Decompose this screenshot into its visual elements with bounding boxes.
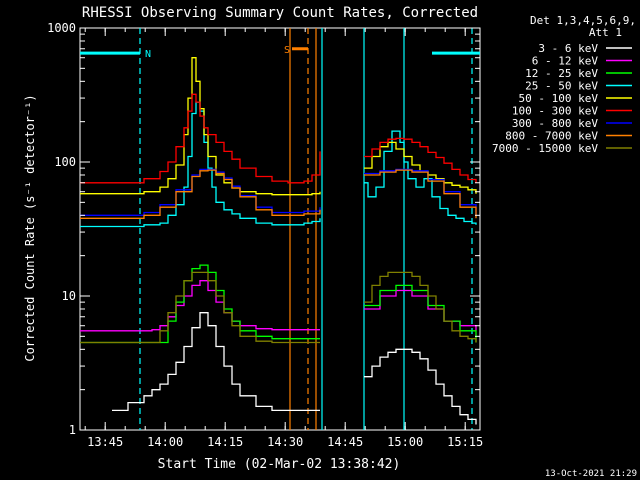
y-tick-label-0: 1 — [69, 423, 76, 437]
plot-timestamp: 13-Oct-2021 21:29 — [545, 469, 637, 479]
legend-label-7: 800 - 7000 keV — [505, 130, 598, 143]
legend-label-2: 12 - 25 keV — [525, 67, 598, 80]
marker-label-0: N — [145, 49, 151, 60]
x-axis: 13:45 14:00 14:15 14:30 14:45 15:00 15:15 — [84, 28, 483, 449]
x-tick-label-5: 15:00 — [387, 435, 423, 449]
x-tick-label-6: 15:15 — [447, 435, 483, 449]
x-tick-label-3: 14:30 — [267, 435, 303, 449]
y-tick-label-3: 1000 — [47, 21, 76, 35]
x-axis-label: Start Time (02-Mar-02 13:38:42) — [158, 457, 401, 472]
legend-label-3: 25 - 50 keV — [525, 80, 598, 93]
legend-label-0: 3 - 6 keV — [538, 42, 598, 55]
marker-label-2: S — [284, 45, 290, 56]
legend-label-5: 100 - 300 keV — [512, 105, 598, 118]
series-line-2 — [80, 264, 477, 344]
legend-label-1: 6 - 12 keV — [532, 55, 599, 68]
x-tick-label-0: 13:45 — [87, 435, 123, 449]
legend-label-8: 7000 - 15000 keV — [492, 142, 598, 155]
legend-label-6: 300 - 800 keV — [512, 117, 598, 130]
series-line-8 — [80, 271, 477, 344]
y-tick-label-2: 100 — [54, 155, 76, 169]
y-axis: 1 10 100 1000 — [47, 21, 480, 437]
series-line-0 — [112, 312, 477, 425]
series-line-5 — [80, 93, 477, 184]
plot-frame — [79, 27, 481, 431]
legend-header-line-1: Att 1 — [589, 26, 622, 39]
chart-title: RHESSI Observing Summary Count Rates, Co… — [82, 5, 478, 21]
x-tick-label-4: 14:45 — [327, 435, 363, 449]
x-tick-label-2: 14:15 — [207, 435, 243, 449]
legend-label-4: 50 - 100 keV — [519, 92, 599, 105]
x-tick-label-1: 14:00 — [147, 435, 183, 449]
series-line-7 — [80, 169, 477, 219]
legend-header-line-0: Det 1,3,4,5,6,9, — [530, 14, 636, 27]
plot-content — [80, 28, 480, 430]
y-axis-label: Corrected Count Rate (s⁻¹ detector⁻¹) — [23, 94, 37, 361]
y-tick-label-1: 10 — [62, 289, 76, 303]
